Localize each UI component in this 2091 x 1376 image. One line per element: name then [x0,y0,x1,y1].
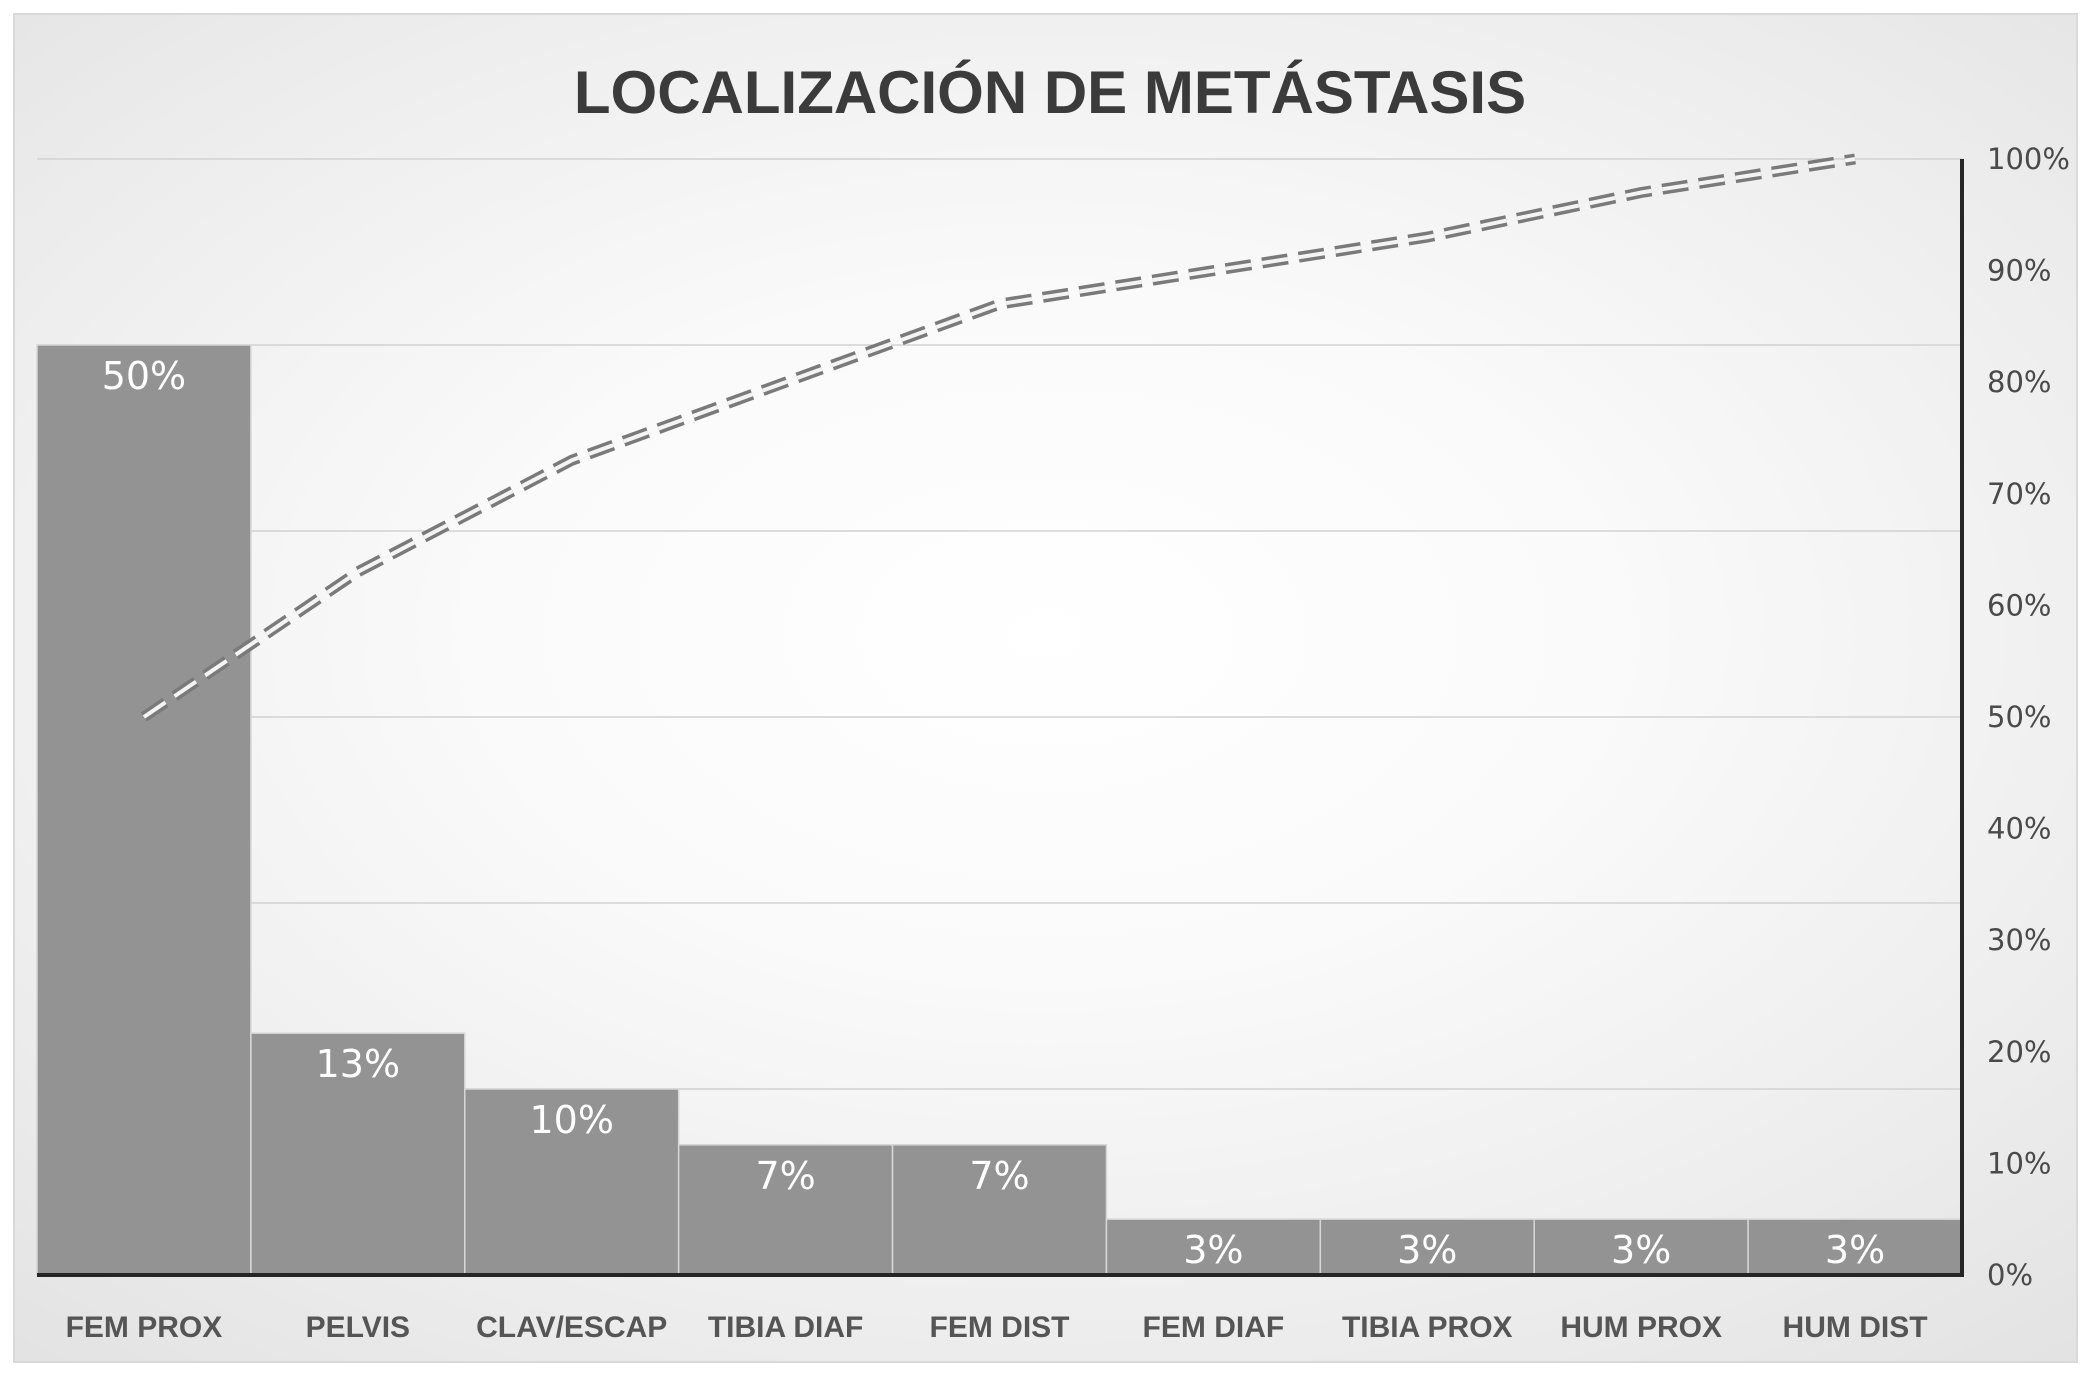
bar [1747,1218,1963,1276]
bar [36,344,252,1276]
category-label: HUM PROX [1560,1311,1722,1344]
data-label: 13% [316,1042,400,1086]
data-label: 3% [1183,1228,1243,1272]
data-label: 3% [1611,1228,1671,1272]
category-label: TIBIA PROX [1342,1311,1513,1344]
data-label: 7% [969,1154,1029,1198]
right-axis-tick-label: 10% [1987,1146,2051,1180]
bar [1533,1218,1749,1276]
right-axis-tick-label: 50% [1987,700,2051,734]
category-label: CLAV/ESCAP [476,1311,667,1344]
bar [891,1144,1108,1276]
category-label: HUM DIST [1783,1311,1928,1344]
grid-lines [37,158,1962,1090]
bar [677,1144,894,1276]
chart-canvas: LOCALIZACIÓN DE METÁSTASIS 50% 13% 10% 7% 7%… [36,59,2070,1344]
bar [1319,1218,1535,1276]
category-label: PELVIS [306,1311,410,1344]
category-label: FEM DIST [930,1311,1070,1344]
data-label: 7% [755,1154,815,1198]
chart-title: LOCALIZACIÓN DE METÁSTASIS [574,59,1526,126]
category-label: FEM DIAF [1143,1311,1285,1344]
data-label: 3% [1397,1228,1457,1272]
cumulative-line-inner [142,157,1856,719]
data-label: 50% [102,354,186,398]
chart-frame: LOCALIZACIÓN DE METÁSTASIS 50% 13% 10% 7% 7%… [13,13,2078,1363]
cumulative-line [140,153,1856,722]
right-axis-tick-label: 20% [1987,1035,2051,1069]
category-label: FEM PROX [66,1311,223,1344]
bar [1105,1218,1322,1276]
category-label: TIBIA DIAF [708,1311,864,1344]
labels: 50% 13% 10% 7% 7% 3% 3% 3% 3% 0% 10% 20% 30% 40% 50% 60… [66,142,2070,1344]
right-axis-tick-label: 0% [1987,1258,2033,1292]
axes [37,159,1964,1277]
cumulative-line-outer [140,153,1856,722]
right-axis-tick-label: 40% [1987,812,2051,846]
right-axis-tick-label: 70% [1987,477,2051,511]
right-axis-tick-label: 60% [1987,588,2051,622]
right-axis-tick-label: 30% [1987,923,2051,957]
data-label: 3% [1825,1228,1885,1272]
bars [36,344,1963,1276]
right-axis-tick-label: 90% [1987,254,2051,288]
right-axis-tick-label: 80% [1987,365,2051,399]
right-axis-tick-label: 100% [1987,142,2070,176]
data-label: 10% [529,1098,613,1142]
